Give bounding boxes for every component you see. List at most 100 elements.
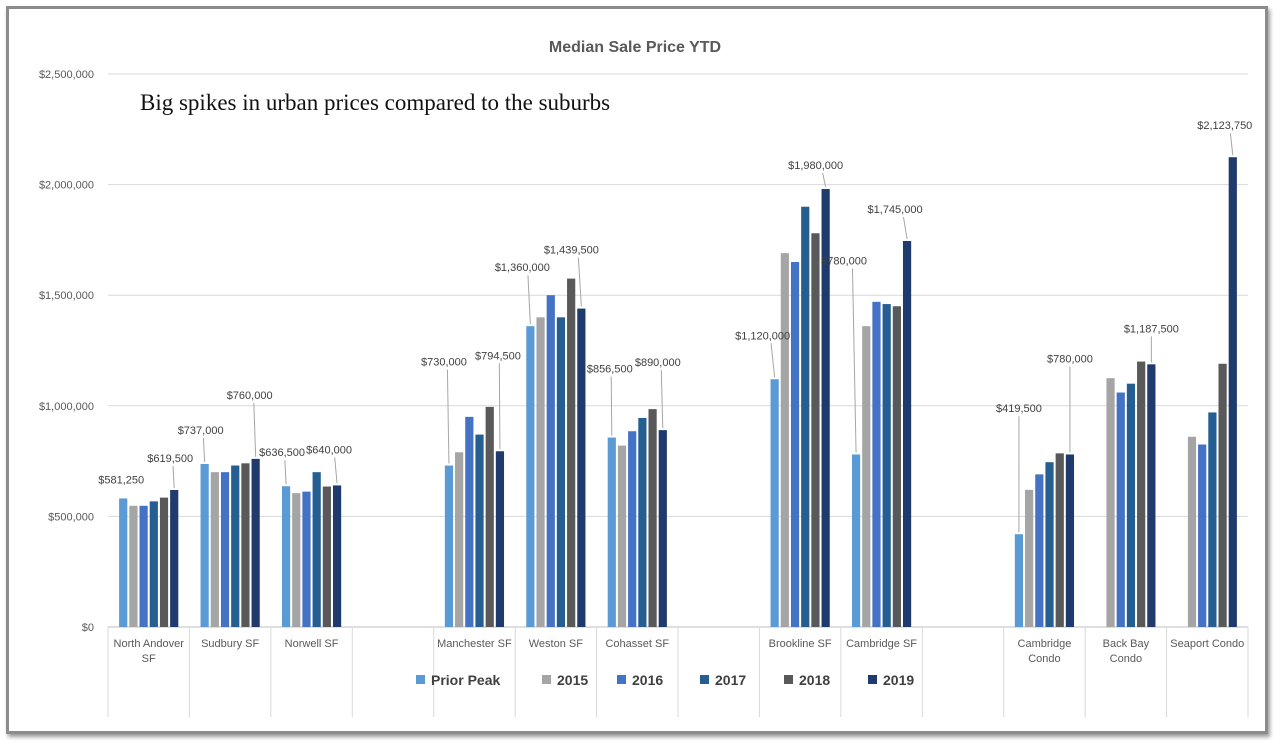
bar xyxy=(1106,378,1115,627)
leader-line xyxy=(202,437,206,463)
bar xyxy=(281,486,291,627)
bar xyxy=(790,262,800,627)
bar xyxy=(332,485,342,627)
y-tick-label: $1,000,000 xyxy=(39,401,94,413)
bar xyxy=(546,295,555,627)
legend-entry: 2015 xyxy=(557,672,588,688)
bar xyxy=(811,233,820,627)
data-labels: $581,250$619,500 $737,000 $760,000 $636,500… xyxy=(98,120,1252,533)
bar xyxy=(159,497,169,627)
bar xyxy=(322,486,331,627)
leader-line xyxy=(284,460,287,485)
bar xyxy=(251,458,260,627)
leader-line xyxy=(253,402,257,457)
legend-swatch xyxy=(416,675,425,684)
bar xyxy=(1116,392,1125,627)
bar xyxy=(902,241,912,628)
bar xyxy=(1198,444,1207,627)
bar xyxy=(1208,412,1217,627)
bar xyxy=(149,501,158,627)
gridlines xyxy=(107,73,1249,717)
bar xyxy=(1035,474,1044,627)
legend-entry: 2016 xyxy=(632,672,663,688)
bar xyxy=(1045,462,1054,627)
data-label: $1,980,000 xyxy=(788,160,843,172)
bar xyxy=(882,304,891,627)
bar xyxy=(1228,157,1237,627)
x-tick-label: Cambridge SF xyxy=(846,638,917,650)
x-tick-label: Seaport Condo xyxy=(1170,638,1244,650)
data-label: $794,500 xyxy=(475,350,521,362)
data-label: $619,500 xyxy=(147,453,193,465)
bar xyxy=(851,454,861,627)
leader-line xyxy=(498,363,501,450)
leader-line xyxy=(851,268,857,453)
bar xyxy=(567,278,576,627)
data-label: $2,123,750 xyxy=(1197,120,1252,132)
x-tick-label: Norwell SF xyxy=(285,638,339,650)
leader-line xyxy=(1229,133,1234,156)
leader-line xyxy=(334,457,338,484)
chart-title: Median Sale Price YTD xyxy=(549,39,721,56)
data-label: $730,000 xyxy=(421,357,467,369)
bar xyxy=(607,437,616,627)
legend-swatch xyxy=(617,675,626,684)
bar xyxy=(821,189,830,628)
legend: Prior Peak 2015 2016 2017 2018 2019 xyxy=(416,672,914,688)
leader-line xyxy=(527,275,531,325)
bar xyxy=(577,308,586,627)
legend-swatch xyxy=(868,675,877,684)
x-tick-label: Condo xyxy=(1110,653,1142,665)
bar xyxy=(1137,361,1146,627)
bar xyxy=(536,317,545,627)
y-tick-label: $2,000,000 xyxy=(39,180,94,192)
data-label: $1,120,000 xyxy=(735,330,790,342)
bar xyxy=(170,489,179,627)
bar xyxy=(475,434,484,627)
bar xyxy=(556,317,566,627)
x-tick-label: Back Bay xyxy=(1103,638,1150,650)
bar xyxy=(648,409,657,627)
legend-swatch xyxy=(700,675,709,684)
bar xyxy=(872,301,881,627)
bar xyxy=(1147,364,1156,627)
legend-entry: 2018 xyxy=(799,672,830,688)
data-label: $1,187,500 xyxy=(1124,323,1179,335)
y-tick-label: $0 xyxy=(82,622,94,634)
data-label: $780,000 xyxy=(1047,353,1093,365)
leader-line xyxy=(446,369,450,464)
x-tick-label: Weston SF xyxy=(529,638,583,650)
x-tick-label: Manchester SF xyxy=(437,638,512,650)
data-label: $856,500 xyxy=(587,364,633,376)
x-tick-label: Brookline SF xyxy=(769,638,832,650)
x-tick-label: Condo xyxy=(1028,653,1060,665)
bar xyxy=(1218,363,1227,627)
bar xyxy=(210,472,219,627)
bar xyxy=(1014,534,1024,627)
bar xyxy=(455,452,464,627)
x-axis: North Andover SF Sudbury SF Norwell SF Manch… xyxy=(114,638,1245,665)
legend-entry: 2017 xyxy=(715,672,746,688)
bar xyxy=(495,451,505,627)
data-label: $780,000 xyxy=(821,255,867,267)
bar xyxy=(526,326,535,627)
y-tick-label: $2,500,000 xyxy=(39,69,94,81)
bar xyxy=(292,493,301,627)
bar xyxy=(1055,453,1064,627)
legend-entry: 2019 xyxy=(883,672,914,688)
leader-line xyxy=(660,370,664,429)
x-tick-label: Cohasset SF xyxy=(605,638,669,650)
bar xyxy=(638,417,647,627)
leader-line xyxy=(577,257,582,307)
y-tick-label: $500,000 xyxy=(48,511,94,523)
x-tick-label: SF xyxy=(142,653,156,665)
leader-line xyxy=(902,216,908,240)
data-label: $636,500 xyxy=(259,447,305,459)
bar xyxy=(312,472,321,627)
bar xyxy=(139,505,148,627)
bar xyxy=(780,253,789,627)
bar xyxy=(770,379,779,627)
legend-entry: Prior Peak xyxy=(431,672,500,688)
bar xyxy=(465,416,474,627)
data-label: $581,250 xyxy=(98,474,144,486)
